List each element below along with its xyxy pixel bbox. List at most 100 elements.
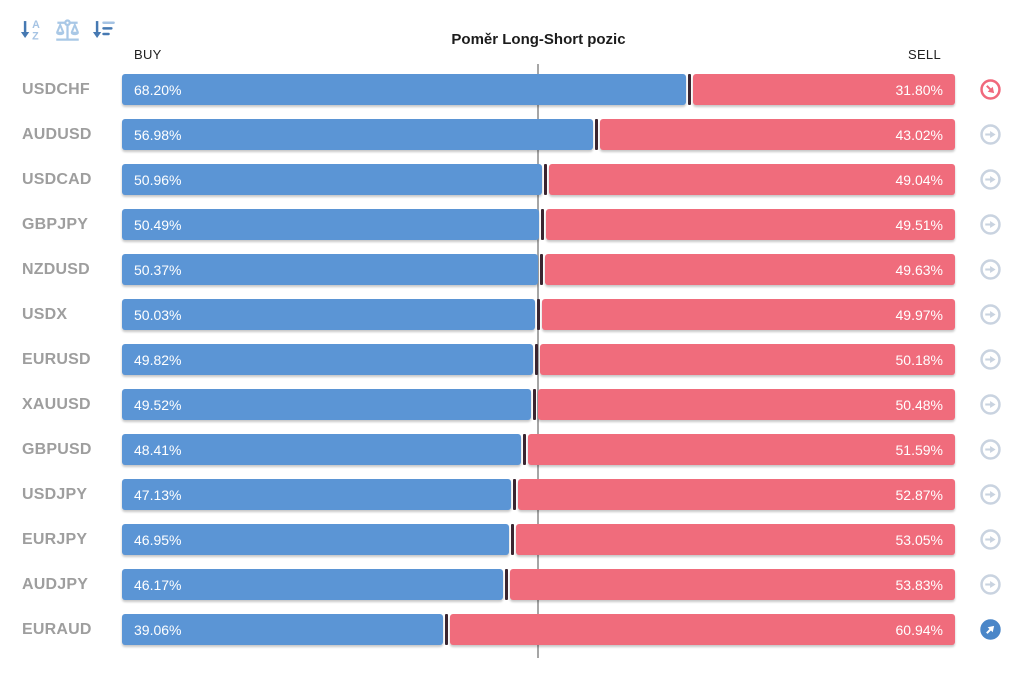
sell-bar: 51.59% [528,434,955,465]
trend-neutral-icon[interactable] [978,527,1003,552]
buy-percent-label: 50.49% [134,216,182,233]
trend-cell [955,572,1025,597]
pair-label: USDCHF [22,80,90,98]
trend-neutral-icon[interactable] [978,122,1003,147]
pair-row: EURAUD 39.06% 60.94% [0,607,1025,652]
trend-cell [955,212,1025,237]
pair-label: EURUSD [22,350,91,368]
sell-percent-label: 51.59% [895,441,943,458]
sell-percent-label: 31.80% [895,81,943,98]
sell-bar: 53.83% [509,569,955,600]
buy-percent-label: 49.52% [134,396,182,413]
ratio-bar-track: 48.41% 51.59% [122,434,955,465]
pair-row: GBPJPY 50.49% 49.51% [0,202,1025,247]
bar-divider [539,254,543,285]
buy-percent-label: 46.17% [134,576,182,593]
buy-bar: 46.95% [122,524,510,555]
ratio-bar-track: 46.95% 53.05% [122,524,955,555]
sell-percent-label: 52.87% [895,486,943,503]
pair-row: NZDUSD 50.37% 49.63% [0,247,1025,292]
bar-divider [688,74,692,105]
bar-divider [523,434,527,465]
sell-percent-label: 50.48% [895,396,943,413]
pair-row: USDCHF 68.20% 31.80% [0,67,1025,112]
pair-row: EURJPY 46.95% 53.05% [0,517,1025,562]
balance-scale-icon[interactable] [54,16,81,43]
bar-divider [532,389,536,420]
bar-divider [544,164,548,195]
pair-label: XAUUSD [22,395,91,413]
sell-bar: 49.04% [549,164,955,195]
trend-neutral-icon[interactable] [978,437,1003,462]
pair-label: GBPUSD [22,440,92,458]
pair-label: AUDUSD [22,125,92,143]
trend-neutral-icon[interactable] [978,482,1003,507]
sell-bar: 49.51% [545,209,955,240]
trend-cell [955,302,1025,327]
pair-row: USDX 50.03% 49.97% [0,292,1025,337]
sell-bar: 50.18% [540,344,955,375]
pair-label: USDX [22,305,68,323]
sell-bar: 43.02% [599,119,955,150]
trend-down-icon[interactable] [978,77,1003,102]
buy-bar: 56.98% [122,119,593,150]
buy-percent-label: 56.98% [134,126,182,143]
buy-bar: 48.41% [122,434,522,465]
sell-bar: 52.87% [517,479,955,510]
trend-cell [955,122,1025,147]
trend-up-icon[interactable] [978,617,1003,642]
trend-cell [955,617,1025,642]
buy-column-header: BUY [134,47,162,62]
sort-alphabetical-icon[interactable]: A Z [18,16,45,43]
rows: USDCHF 68.20% 31.80% AUDUSD 56.98% [0,67,1025,652]
bar-divider [512,479,516,510]
buy-percent-label: 47.13% [134,486,182,503]
buy-percent-label: 48.41% [134,441,182,458]
buy-percent-label: 50.96% [134,171,182,188]
sell-percent-label: 49.97% [895,306,943,323]
pair-label: AUDJPY [22,575,89,593]
trend-neutral-icon[interactable] [978,572,1003,597]
buy-bar: 50.03% [122,299,535,330]
bar-divider [445,614,449,645]
trend-neutral-icon[interactable] [978,167,1003,192]
trend-neutral-icon[interactable] [978,392,1003,417]
buy-percent-label: 68.20% [134,81,182,98]
trend-neutral-icon[interactable] [978,302,1003,327]
trend-cell [955,437,1025,462]
pair-row: USDCAD 50.96% 49.04% [0,157,1025,202]
chart-title: Poměr Long-Short pozic [451,31,626,48]
sell-column-header: SELL [907,47,941,62]
buy-bar: 47.13% [122,479,511,510]
buy-percent-label: 50.03% [134,306,182,323]
ratio-bar-track: 50.96% 49.04% [122,164,955,195]
sell-bar: 49.63% [544,254,955,285]
buy-percent-label: 50.37% [134,261,182,278]
svg-text:Z: Z [32,31,39,43]
buy-bar: 49.52% [122,389,531,420]
buy-bar: 50.49% [122,209,539,240]
sell-percent-label: 43.02% [895,126,943,143]
buy-percent-label: 39.06% [134,621,182,638]
trend-neutral-icon[interactable] [978,257,1003,282]
bar-divider [511,524,515,555]
pair-label: USDJPY [22,485,88,503]
trend-neutral-icon[interactable] [978,212,1003,237]
pair-label: NZDUSD [22,260,90,278]
trend-cell [955,77,1025,102]
ratio-bar-track: 50.37% 49.63% [122,254,955,285]
trend-neutral-icon[interactable] [978,347,1003,372]
trend-cell [955,167,1025,192]
buy-bar: 50.96% [122,164,543,195]
ratio-bar-track: 50.03% 49.97% [122,299,955,330]
bar-divider [535,344,538,375]
sort-amount-icon[interactable] [90,16,117,43]
buy-bar: 49.82% [122,344,533,375]
buy-percent-label: 46.95% [134,531,182,548]
sell-bar: 60.94% [450,614,955,645]
pair-row: EURUSD 49.82% 50.18% [0,337,1025,382]
fifty-percent-line [537,64,539,658]
ratio-bar-track: 68.20% 31.80% [122,74,955,105]
ratio-bar-track: 46.17% 53.83% [122,569,955,600]
